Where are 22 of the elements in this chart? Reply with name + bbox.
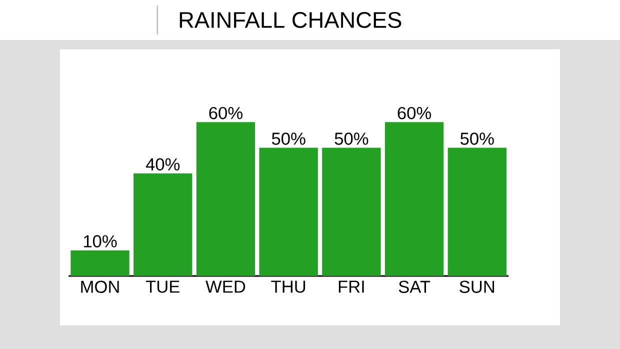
x-tick-label: FRI — [338, 280, 364, 292]
data-label: 60% — [398, 106, 432, 120]
bar — [448, 148, 506, 276]
data-label: 50% — [334, 132, 368, 145]
bar — [259, 148, 318, 276]
data-label: 10% — [84, 234, 117, 248]
bar — [196, 122, 256, 276]
bar — [134, 173, 192, 276]
x-tick-label: THU — [271, 280, 306, 293]
data-label: 40% — [146, 158, 180, 170]
x-tick-label: TUE — [146, 280, 180, 293]
x-tick-label: WED — [206, 280, 246, 292]
bar — [322, 148, 381, 276]
data-label: 60% — [209, 106, 242, 120]
bar — [70, 250, 130, 276]
data-label: 50% — [460, 132, 494, 145]
x-tick-label: MON — [81, 280, 119, 293]
x-tick-label: SUN — [460, 280, 494, 293]
data-label: 50% — [272, 132, 306, 145]
x-tick-label: SAT — [398, 280, 430, 293]
bar — [384, 122, 444, 276]
chart-title: RAINFALL CHANCES — [180, 12, 402, 28]
